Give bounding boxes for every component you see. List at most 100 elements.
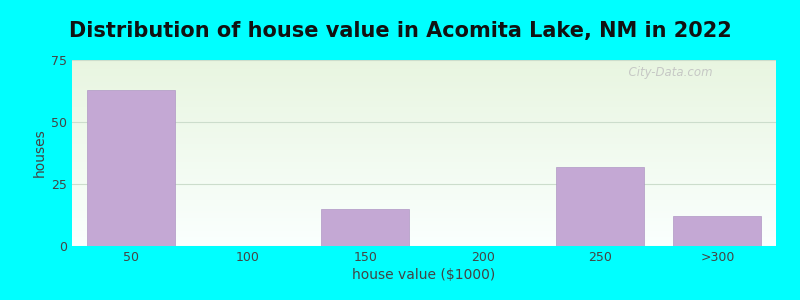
Bar	[72, 124, 776, 125]
Bar	[72, 217, 776, 218]
Bar	[72, 97, 776, 98]
Bar	[72, 229, 776, 230]
Bar	[72, 62, 776, 63]
Bar	[72, 176, 776, 177]
Bar	[72, 74, 776, 75]
Bar	[72, 200, 776, 201]
Bar	[72, 189, 776, 190]
Bar	[72, 127, 776, 128]
Bar	[72, 80, 776, 81]
Bar	[72, 142, 776, 143]
Bar	[72, 222, 776, 223]
Bar	[72, 123, 776, 124]
Bar	[72, 191, 776, 192]
Bar	[72, 98, 776, 99]
Bar	[72, 66, 776, 67]
Bar	[72, 207, 776, 208]
Bar	[72, 184, 776, 185]
Bar	[72, 115, 776, 116]
Bar	[72, 161, 776, 162]
Bar	[72, 150, 776, 151]
Bar	[72, 185, 776, 187]
Bar	[72, 220, 776, 221]
Bar	[72, 145, 776, 146]
Bar	[72, 99, 776, 100]
Bar	[72, 171, 776, 172]
Bar	[72, 63, 776, 64]
Bar	[72, 235, 776, 236]
Bar	[72, 143, 776, 144]
Text: Distribution of house value in Acomita Lake, NM in 2022: Distribution of house value in Acomita L…	[69, 21, 731, 41]
Bar	[72, 112, 776, 113]
Bar	[72, 136, 776, 137]
Bar	[72, 211, 776, 212]
Bar	[72, 227, 776, 228]
Bar	[72, 170, 776, 171]
Bar	[72, 129, 776, 130]
Bar	[72, 148, 776, 149]
Bar	[72, 135, 776, 136]
Bar	[72, 111, 776, 112]
Bar	[72, 144, 776, 145]
Bar	[72, 208, 776, 209]
Bar	[72, 216, 776, 217]
Bar	[72, 210, 776, 211]
Bar	[72, 230, 776, 231]
Bar	[72, 223, 776, 224]
Bar	[72, 60, 776, 61]
Bar	[72, 218, 776, 219]
Bar	[72, 162, 776, 163]
Bar	[72, 226, 776, 227]
Bar	[72, 139, 776, 140]
Bar	[72, 188, 776, 189]
Bar	[72, 221, 776, 222]
Bar	[72, 108, 776, 109]
Bar	[72, 84, 776, 85]
Bar	[72, 203, 776, 204]
Bar	[72, 243, 776, 244]
Bar	[72, 104, 776, 105]
Bar	[72, 245, 776, 246]
Bar	[72, 95, 776, 96]
Bar	[72, 178, 776, 179]
Bar	[72, 133, 776, 134]
Bar	[72, 206, 776, 207]
Bar	[72, 126, 776, 127]
Bar	[72, 109, 776, 110]
Bar	[72, 82, 776, 83]
Bar	[72, 160, 776, 161]
Bar	[72, 88, 776, 89]
Bar	[72, 71, 776, 72]
Bar	[72, 81, 776, 82]
Bar	[72, 61, 776, 62]
Bar	[72, 87, 776, 88]
Bar	[72, 146, 776, 147]
Bar	[72, 78, 776, 79]
Bar	[72, 92, 776, 94]
Bar	[72, 73, 776, 74]
Bar	[72, 202, 776, 203]
Bar	[72, 224, 776, 225]
Bar	[72, 69, 776, 70]
Bar	[72, 196, 776, 197]
Bar	[72, 134, 776, 135]
Bar	[72, 64, 776, 66]
Bar	[72, 119, 776, 120]
Bar	[72, 195, 776, 196]
Bar	[72, 228, 776, 229]
Bar	[72, 120, 776, 122]
Bar	[72, 234, 776, 235]
Bar	[72, 138, 776, 139]
Bar	[72, 101, 776, 102]
Bar	[72, 177, 776, 178]
Bar	[72, 197, 776, 198]
Bar	[72, 128, 776, 129]
Bar	[72, 238, 776, 239]
Bar	[72, 190, 776, 191]
Bar	[72, 174, 776, 175]
Bar	[72, 165, 776, 166]
Bar	[72, 233, 776, 234]
Bar	[72, 130, 776, 131]
Bar	[72, 155, 776, 156]
Text: City-Data.com: City-Data.com	[621, 66, 713, 79]
